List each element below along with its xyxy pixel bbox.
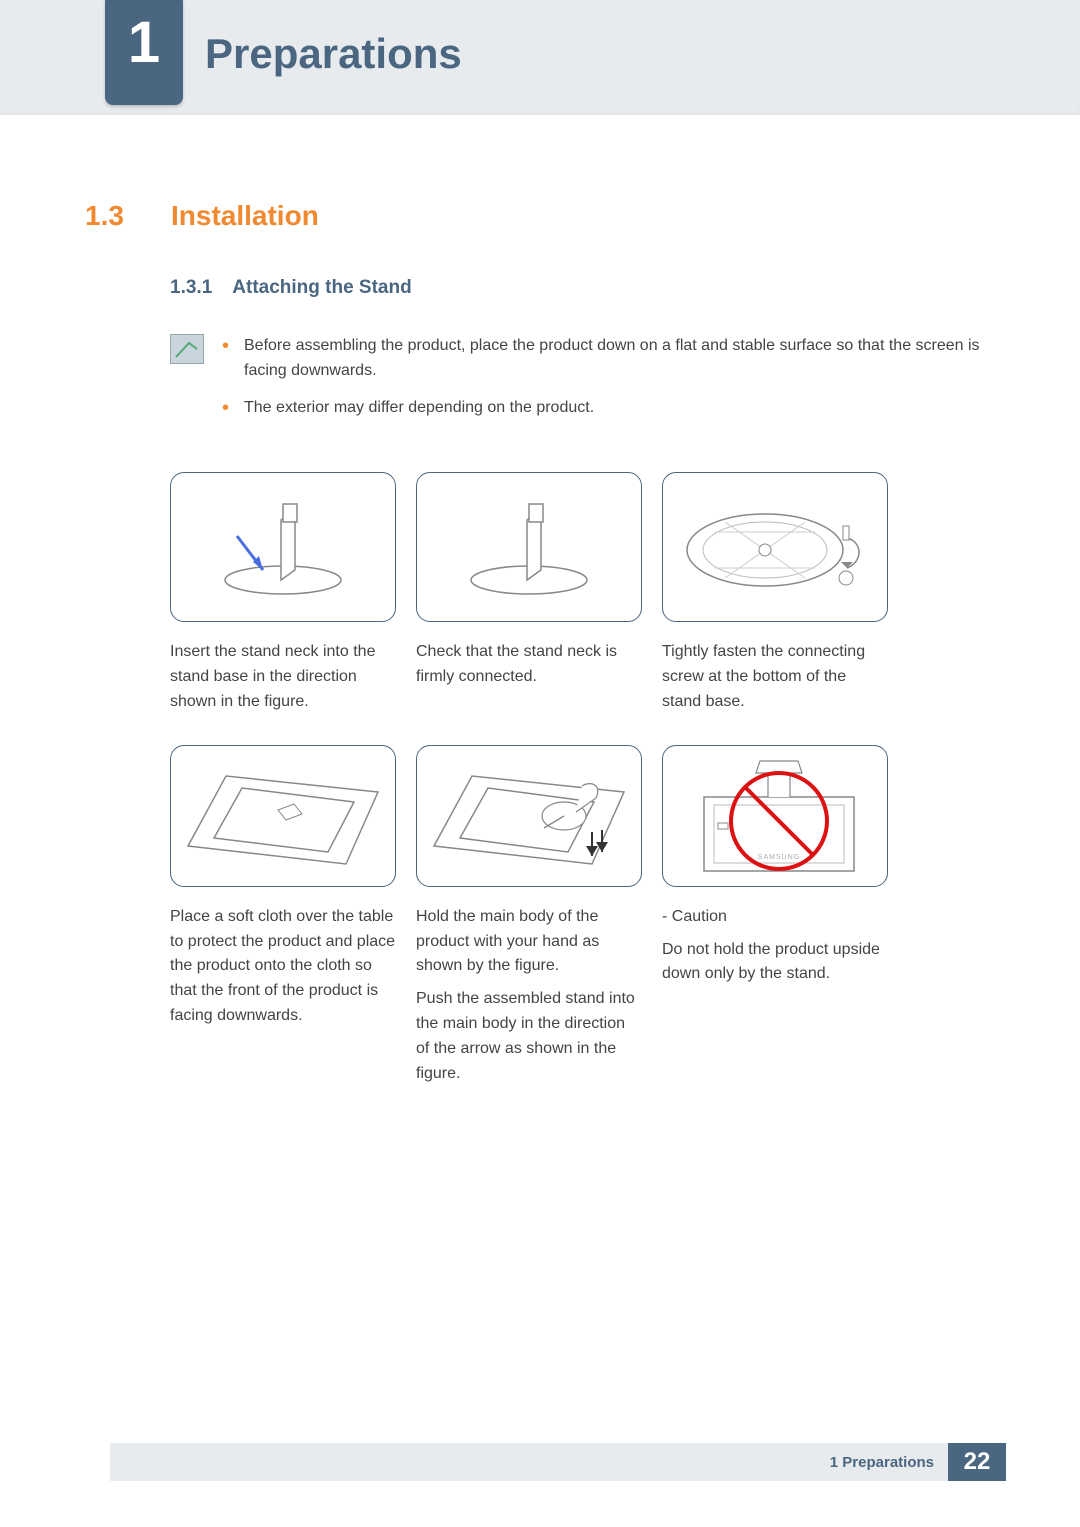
step-cell: Hold the main body of the product with y… xyxy=(416,745,642,1095)
stand-insert-illustration xyxy=(203,492,363,602)
step-caption: Check that the stand neck is firmly conn… xyxy=(416,640,642,690)
step-cell: Place a soft cloth over the table to pro… xyxy=(170,745,396,1095)
page-footer: 1 Preparations 22 xyxy=(0,1443,1080,1481)
note-item: The exterior may differ depending on the… xyxy=(222,396,995,421)
figure-cloth-placement xyxy=(170,745,396,887)
caution-illustration: SAMSUNG xyxy=(670,751,880,881)
caption-line: Hold the main body of the product with y… xyxy=(416,905,642,979)
step-caption: Tightly fasten the connecting screw at t… xyxy=(662,640,888,714)
page-content: 1.3 Installation 1.3.1 Attaching the Sta… xyxy=(0,115,1080,1094)
caption-line: Push the assembled stand into the main b… xyxy=(416,987,642,1086)
note-block: Before assembling the product, place the… xyxy=(170,334,995,432)
subsection-number: 1.3.1 xyxy=(170,277,212,299)
caption-line: - Caution xyxy=(662,905,888,930)
step-caption: Insert the stand neck into the stand bas… xyxy=(170,640,396,714)
footer-label: 1 Preparations xyxy=(110,1443,948,1481)
note-list: Before assembling the product, place the… xyxy=(222,334,995,432)
section-title: Installation xyxy=(171,200,319,232)
step-cell: SAMSUNG - Caution Do not hold the produc… xyxy=(662,745,888,1095)
figure-stand-neck-check xyxy=(416,472,642,622)
cloth-illustration xyxy=(178,756,388,876)
svg-text:SAMSUNG: SAMSUNG xyxy=(758,854,800,861)
step-cell: Check that the stand neck is firmly conn… xyxy=(416,472,642,714)
section-heading: 1.3 Installation xyxy=(85,200,995,232)
chapter-number-badge: 1 xyxy=(105,0,183,105)
chapter-title: Preparations xyxy=(205,30,462,78)
step-cell: Tightly fasten the connecting screw at t… xyxy=(662,472,888,714)
footer-page-number: 22 xyxy=(948,1443,1006,1481)
note-item: Before assembling the product, place the… xyxy=(222,334,995,384)
figure-stand-base-screw xyxy=(662,472,888,622)
figure-stand-neck-insert xyxy=(170,472,396,622)
steps-grid: Insert the stand neck into the stand bas… xyxy=(170,472,995,1094)
figure-caution-upside-down: SAMSUNG xyxy=(662,745,888,887)
figure-attach-stand-to-body xyxy=(416,745,642,887)
step-caption: - Caution Do not hold the product upside… xyxy=(662,905,888,987)
stand-check-illustration xyxy=(449,492,609,602)
step-cell: Insert the stand neck into the stand bas… xyxy=(170,472,396,714)
caption-line: Do not hold the product upside down only… xyxy=(662,938,888,988)
step-caption: Place a soft cloth over the table to pro… xyxy=(170,905,396,1029)
step-caption: Hold the main body of the product with y… xyxy=(416,905,642,1087)
stand-screw-illustration xyxy=(675,492,875,602)
note-icon xyxy=(170,334,204,364)
subsection-title: Attaching the Stand xyxy=(232,277,411,299)
attach-illustration xyxy=(424,756,634,876)
section-number: 1.3 xyxy=(85,200,143,232)
header-bar: 1 Preparations xyxy=(0,0,1080,115)
subsection-heading: 1.3.1 Attaching the Stand xyxy=(170,277,995,299)
